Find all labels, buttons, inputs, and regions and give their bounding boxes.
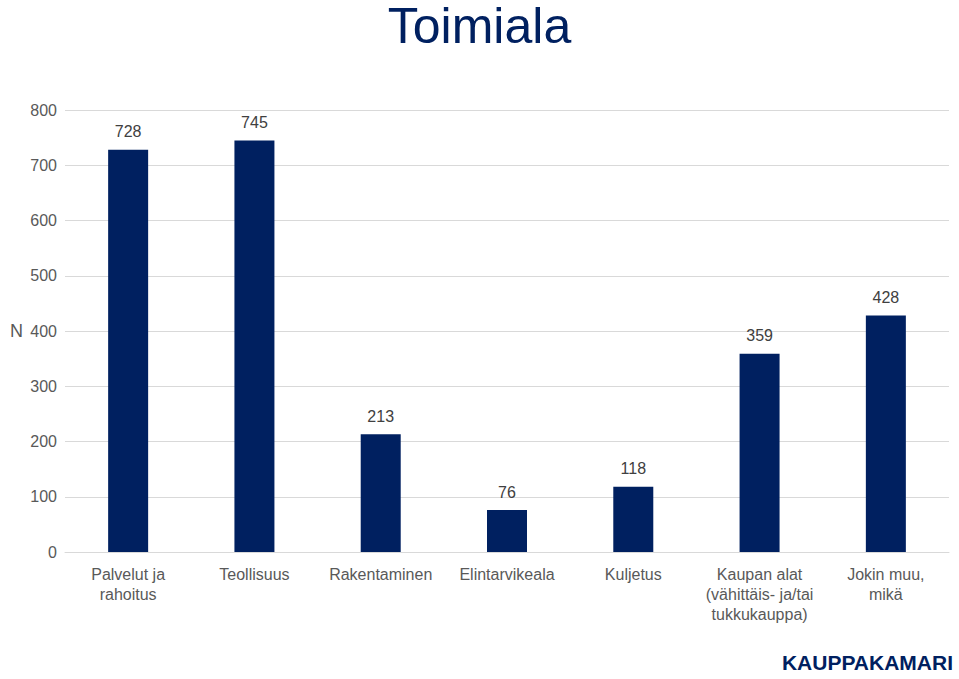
svg-text:rahoitus: rahoitus bbox=[100, 586, 157, 603]
svg-text:0: 0 bbox=[48, 544, 57, 561]
svg-text:Kuljetus: Kuljetus bbox=[605, 566, 662, 583]
svg-text:213: 213 bbox=[367, 408, 394, 425]
svg-text:700: 700 bbox=[30, 157, 57, 174]
svg-text:100: 100 bbox=[30, 488, 57, 505]
svg-text:N: N bbox=[10, 321, 23, 341]
svg-text:600: 600 bbox=[30, 212, 57, 229]
svg-text:Kaupan alat: Kaupan alat bbox=[717, 566, 803, 583]
svg-text:400: 400 bbox=[30, 323, 57, 340]
svg-text:tukkukauppa): tukkukauppa) bbox=[712, 606, 808, 623]
svg-text:(vähittäis- ja/tai: (vähittäis- ja/tai bbox=[706, 586, 814, 603]
svg-text:500: 500 bbox=[30, 267, 57, 284]
svg-text:mikä: mikä bbox=[869, 586, 903, 603]
svg-text:428: 428 bbox=[873, 289, 900, 306]
svg-text:Rakentaminen: Rakentaminen bbox=[329, 566, 432, 583]
svg-text:KAUPPAKAMARI: KAUPPAKAMARI bbox=[782, 651, 953, 674]
svg-text:118: 118 bbox=[621, 460, 647, 477]
svg-text:Toimiala: Toimiala bbox=[388, 0, 572, 54]
svg-text:Teollisuus: Teollisuus bbox=[219, 566, 289, 583]
svg-text:Palvelut ja: Palvelut ja bbox=[91, 566, 165, 583]
svg-text:Elintarvikeala: Elintarvikeala bbox=[459, 566, 554, 583]
svg-text:Jokin muu,: Jokin muu, bbox=[847, 566, 924, 583]
svg-text:728: 728 bbox=[115, 123, 142, 140]
svg-text:200: 200 bbox=[30, 433, 57, 450]
svg-text:745: 745 bbox=[241, 114, 268, 131]
svg-text:359: 359 bbox=[746, 327, 773, 344]
svg-text:800: 800 bbox=[30, 102, 57, 119]
svg-text:76: 76 bbox=[498, 484, 516, 501]
svg-text:300: 300 bbox=[30, 378, 57, 395]
